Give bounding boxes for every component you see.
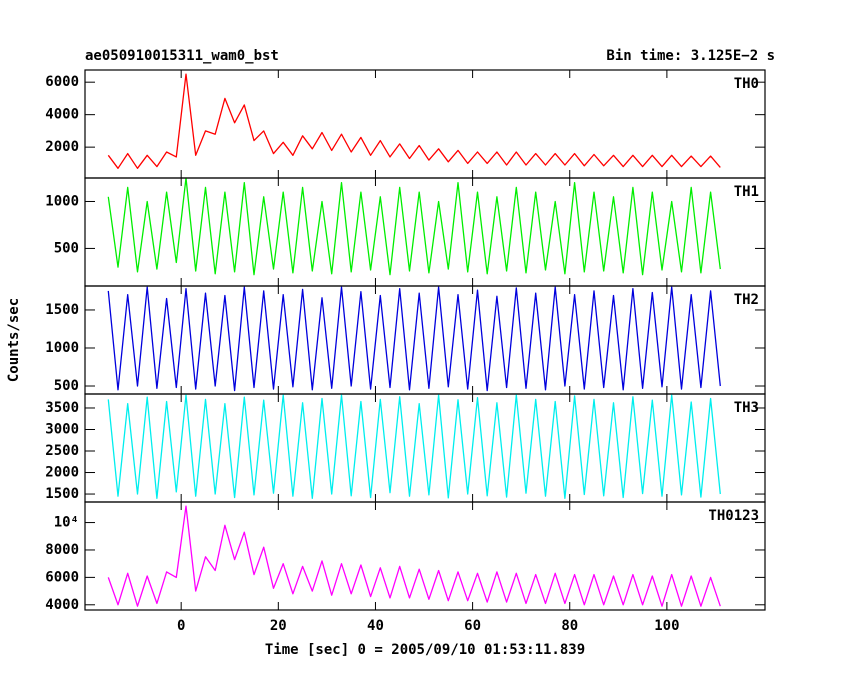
y-axis-label: Counts/sec bbox=[6, 298, 22, 382]
legend-label: TH2 bbox=[734, 292, 759, 308]
x-tick-label: 0 bbox=[177, 618, 185, 634]
x-tick-label: 60 bbox=[464, 618, 481, 634]
x-tick-label: 100 bbox=[654, 618, 679, 634]
x-axis-label: Time [sec] 0 = 2005/09/10 01:53:11.839 bbox=[265, 642, 585, 658]
y-tick-label: 1000 bbox=[45, 340, 79, 356]
legend-label: TH3 bbox=[734, 400, 759, 416]
chart-subtitle: Bin time: 3.125E−2 s bbox=[606, 48, 775, 64]
y-tick-label: 1500 bbox=[45, 302, 79, 318]
y-tick-label: 1000 bbox=[45, 193, 79, 209]
y-tick-label: 2500 bbox=[45, 443, 79, 459]
data-line bbox=[107, 177, 721, 276]
x-tick-label: 80 bbox=[561, 618, 578, 634]
data-line bbox=[107, 73, 721, 169]
y-tick-label: 4000 bbox=[45, 107, 79, 123]
data-line bbox=[107, 394, 721, 499]
y-tick-label: 3000 bbox=[45, 421, 79, 437]
x-tick-label: 20 bbox=[270, 618, 287, 634]
panel-frame bbox=[84, 177, 766, 287]
data-line bbox=[107, 505, 721, 607]
legend-label: TH0123 bbox=[708, 508, 759, 524]
legend-label: TH1 bbox=[734, 184, 759, 200]
legend-label: TH0 bbox=[734, 76, 759, 92]
x-tick-label: 40 bbox=[367, 618, 384, 634]
y-tick-label: 500 bbox=[54, 240, 79, 256]
y-tick-label: 1500 bbox=[45, 486, 79, 502]
y-tick-label: 3500 bbox=[45, 400, 79, 416]
panel-frame bbox=[84, 501, 766, 611]
y-tick-label: 10⁴ bbox=[54, 515, 79, 531]
y-tick-label: 500 bbox=[54, 378, 79, 394]
y-tick-label: 4000 bbox=[45, 597, 79, 613]
y-tick-label: 6000 bbox=[45, 569, 79, 585]
y-tick-label: 6000 bbox=[45, 74, 79, 90]
data-line bbox=[107, 286, 721, 392]
y-tick-label: 2000 bbox=[45, 139, 79, 155]
y-tick-label: 8000 bbox=[45, 542, 79, 558]
chart-title: ae050910015311_wam0_bst bbox=[85, 48, 279, 64]
y-tick-label: 2000 bbox=[45, 465, 79, 481]
